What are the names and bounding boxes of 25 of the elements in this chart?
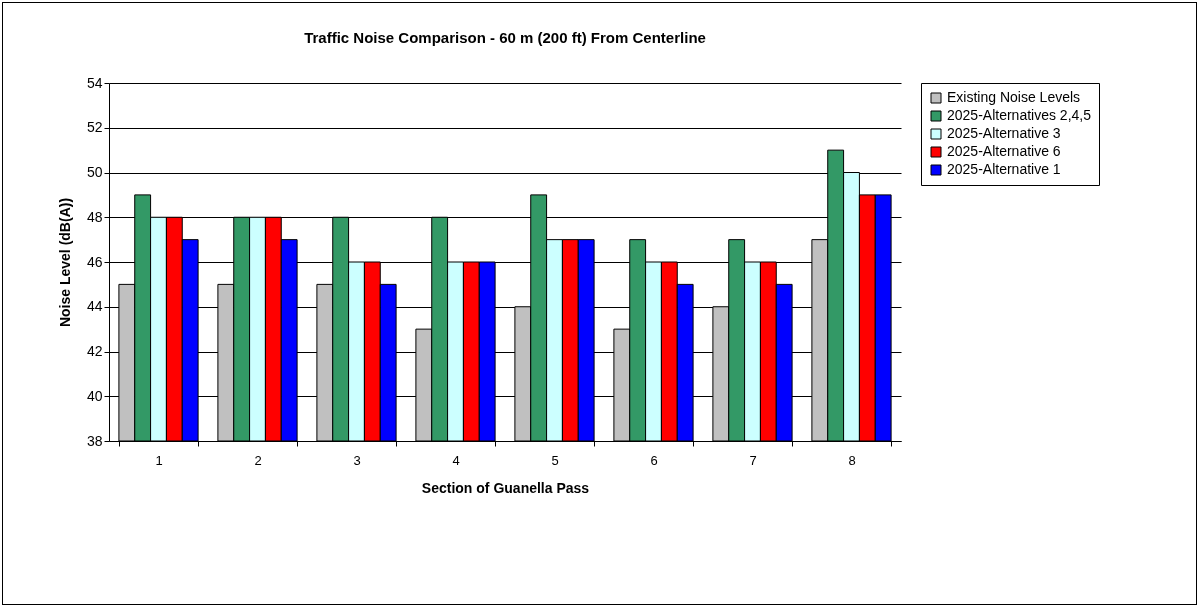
- legend-label: 2025-Alternative 3: [947, 125, 1061, 141]
- x-tick-label: 2: [254, 452, 262, 468]
- x-axis-title: Section of Guanella Pass: [421, 479, 590, 496]
- y-tick-label: 54: [86, 74, 103, 91]
- x-tick-label: 6: [650, 452, 658, 468]
- legend-label: 2025-Alternative 6: [947, 143, 1061, 159]
- chart-title: Traffic Noise Comparison - 60 m (200 ft) From Centerline: [304, 29, 706, 46]
- y-tick-label: 52: [86, 119, 103, 136]
- legend-label: Existing Noise Levels: [947, 89, 1081, 105]
- x-tick-label: 4: [452, 452, 460, 468]
- y-tick-label: 38: [86, 432, 103, 449]
- x-tick-label: 5: [551, 452, 559, 468]
- y-tick-label: 44: [86, 298, 103, 315]
- y-tick-label: 50: [86, 164, 103, 180]
- legend-label: 2025-Alternative 1: [947, 161, 1061, 177]
- legend-label: 2025-Alternatives 2,4,5: [947, 107, 1092, 123]
- x-tick-label: 7: [749, 452, 757, 468]
- x-tick-label: 1: [155, 452, 163, 468]
- y-tick-label: 46: [86, 253, 103, 270]
- x-tick-label: 3: [353, 452, 361, 468]
- y-tick-label: 48: [86, 208, 103, 225]
- y-axis-title: Noise Level (dB(A)): [56, 197, 73, 328]
- x-tick-label: 8: [848, 452, 856, 468]
- y-tick-label: 40: [86, 387, 103, 404]
- y-tick-label: 42: [86, 343, 103, 359]
